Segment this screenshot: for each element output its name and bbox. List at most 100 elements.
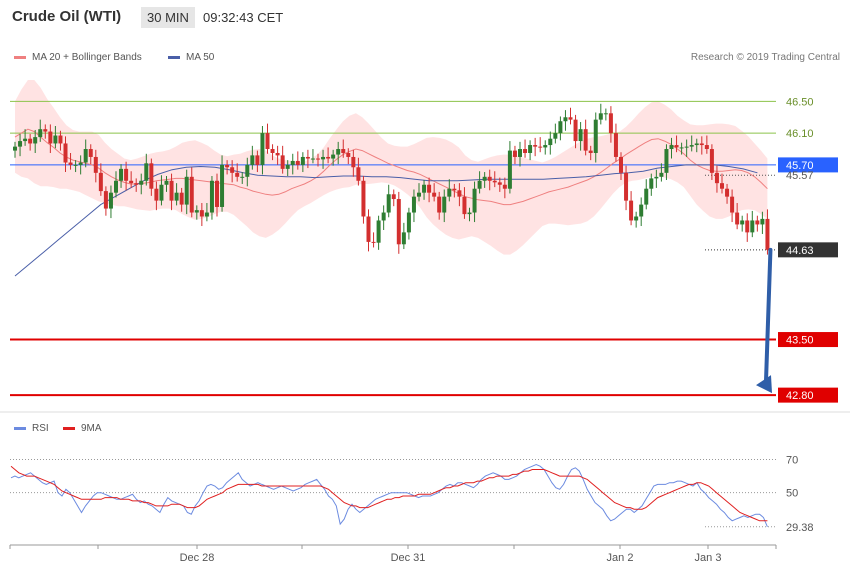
candle-body <box>255 155 260 165</box>
credit-label: Research © 2019 Trading Central <box>690 52 840 63</box>
x-axis-label: Jan 2 <box>607 552 634 564</box>
candle-body <box>179 192 184 205</box>
candle-body <box>613 133 618 157</box>
candle-body <box>674 145 679 148</box>
candle-body <box>38 129 43 138</box>
candle-body <box>199 210 204 217</box>
candle-body <box>755 220 760 225</box>
candle-body <box>300 156 305 165</box>
candle-body <box>154 188 159 201</box>
candle-body <box>391 194 396 200</box>
candle-body <box>114 180 118 193</box>
candle-body <box>290 160 295 165</box>
candle-body <box>134 183 139 185</box>
candle-body <box>624 172 629 201</box>
candle-body <box>689 145 694 147</box>
candle-body <box>457 190 462 197</box>
rsi-panel: 70 50 29.38 <box>0 411 850 534</box>
rsi-legend-label: RSI <box>32 423 49 434</box>
ma50-legend-label: MA 50 <box>186 52 215 63</box>
candle-body <box>740 220 745 225</box>
candle-body <box>588 150 593 153</box>
candle-body <box>619 156 623 173</box>
candle-body <box>699 143 704 146</box>
candle-body <box>442 196 447 213</box>
candle-body <box>714 172 719 184</box>
candles <box>13 103 770 255</box>
candle-body <box>13 146 17 151</box>
candle-body <box>270 149 275 153</box>
candle-body <box>634 216 639 221</box>
rsi-ma-line <box>10 465 768 522</box>
candle-body <box>694 143 699 146</box>
candle-body <box>361 180 366 217</box>
candle-body <box>502 184 507 189</box>
candle-body <box>83 149 88 163</box>
candle-body <box>750 220 755 233</box>
candle-body <box>245 164 250 177</box>
candle-body <box>386 194 391 213</box>
candle-body <box>548 138 553 146</box>
candle-body <box>679 147 684 149</box>
candle-body <box>275 152 280 156</box>
candle-body <box>482 176 487 181</box>
candle-body <box>533 145 538 147</box>
candle-body <box>240 176 245 178</box>
candle-body <box>401 232 406 245</box>
legend-ma50: MA 50 <box>168 52 214 63</box>
ma50-value-label: 45.57 <box>786 170 814 182</box>
candle-body <box>608 113 613 134</box>
candle-body <box>230 167 235 173</box>
candle-body <box>603 113 608 115</box>
candle-body <box>629 200 634 221</box>
candle-body <box>209 180 214 213</box>
ma20-swatch <box>14 55 26 59</box>
legend-rsi: RSI <box>14 423 49 434</box>
forecast-arrow-shaft <box>764 247 773 384</box>
candle-body <box>528 145 533 153</box>
candle-body <box>215 180 219 207</box>
candle-body <box>341 149 346 153</box>
legend-rsi-ma: 9MA <box>63 423 102 434</box>
candle-body <box>427 184 432 193</box>
interval-badge[interactable]: 30 MIN <box>141 7 195 28</box>
candle-body <box>396 199 401 245</box>
candle-body <box>88 149 93 157</box>
last-price-label: 44.63 <box>786 245 814 257</box>
ma50-swatch <box>168 55 180 59</box>
last-price-tag <box>778 242 838 258</box>
rsi-swatch <box>14 426 26 430</box>
candle-body <box>593 119 598 153</box>
ma50-line <box>14 164 758 277</box>
candle-body <box>78 162 83 165</box>
rsi-last-label: 29.38 <box>786 522 814 534</box>
candle-body <box>664 149 669 173</box>
candle-body <box>144 163 149 181</box>
candle-body <box>704 145 709 150</box>
resistance-label: 46.10 <box>786 128 814 140</box>
candle-body <box>305 156 310 159</box>
x-axis-label: Dec 31 <box>391 552 426 564</box>
candle-body <box>669 145 674 150</box>
candle-body <box>28 138 33 144</box>
candle-body <box>411 196 416 213</box>
candle-body <box>654 176 659 179</box>
rsi-line <box>10 463 768 527</box>
candle-body <box>578 129 583 142</box>
rsi-ma-swatch <box>63 426 75 430</box>
candle-body <box>765 218 770 250</box>
rsi-level-label: 50 <box>786 488 798 500</box>
candle-body <box>250 155 255 165</box>
candle-body <box>507 150 512 189</box>
candle-body <box>639 204 644 217</box>
candle-body <box>644 188 649 205</box>
legend-ma20: MA 20 + Bollinger Bands <box>14 52 142 63</box>
resistance-label: 46.50 <box>786 96 814 108</box>
candle-body <box>447 188 452 197</box>
candle-body <box>331 154 336 159</box>
x-axis-label: Dec 28 <box>180 552 215 564</box>
candle-body <box>316 158 320 160</box>
candle-body <box>189 176 194 213</box>
